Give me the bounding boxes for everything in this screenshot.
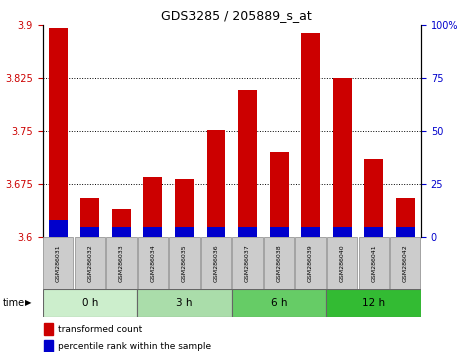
FancyBboxPatch shape bbox=[232, 289, 326, 317]
Bar bbox=[175, 227, 194, 237]
Bar bbox=[175, 179, 194, 237]
Bar bbox=[333, 227, 351, 237]
FancyBboxPatch shape bbox=[138, 237, 168, 289]
Bar bbox=[49, 28, 68, 237]
Text: ▶: ▶ bbox=[25, 298, 31, 307]
Text: GSM286031: GSM286031 bbox=[56, 244, 61, 282]
Text: GSM286037: GSM286037 bbox=[245, 244, 250, 282]
Bar bbox=[207, 130, 226, 237]
FancyBboxPatch shape bbox=[264, 237, 294, 289]
Text: transformed count: transformed count bbox=[59, 325, 143, 334]
FancyBboxPatch shape bbox=[169, 237, 200, 289]
Bar bbox=[396, 227, 415, 237]
Bar bbox=[143, 227, 162, 237]
Bar bbox=[238, 227, 257, 237]
FancyBboxPatch shape bbox=[43, 237, 73, 289]
Bar bbox=[143, 177, 162, 237]
Text: GSM286033: GSM286033 bbox=[119, 244, 124, 282]
Text: 0 h: 0 h bbox=[82, 298, 98, 308]
Text: GSM286034: GSM286034 bbox=[150, 244, 156, 282]
FancyBboxPatch shape bbox=[296, 237, 326, 289]
FancyBboxPatch shape bbox=[232, 237, 263, 289]
Bar bbox=[396, 198, 415, 237]
Bar bbox=[112, 227, 131, 237]
Bar bbox=[80, 198, 99, 237]
Bar bbox=[49, 220, 68, 237]
Bar bbox=[44, 341, 53, 353]
Bar bbox=[364, 227, 383, 237]
Text: GSM286041: GSM286041 bbox=[371, 244, 376, 282]
Text: GSM286036: GSM286036 bbox=[213, 244, 219, 282]
Text: GSM286039: GSM286039 bbox=[308, 244, 313, 282]
Text: GSM286035: GSM286035 bbox=[182, 244, 187, 282]
Bar bbox=[301, 227, 320, 237]
Bar bbox=[80, 227, 99, 237]
FancyBboxPatch shape bbox=[390, 237, 420, 289]
Bar bbox=[333, 78, 351, 237]
FancyBboxPatch shape bbox=[201, 237, 231, 289]
Bar bbox=[364, 159, 383, 237]
Text: GSM286040: GSM286040 bbox=[340, 244, 345, 282]
Text: 3 h: 3 h bbox=[176, 298, 193, 308]
Text: percentile rank within the sample: percentile rank within the sample bbox=[59, 342, 211, 351]
FancyBboxPatch shape bbox=[326, 289, 421, 317]
Bar bbox=[207, 227, 226, 237]
Bar bbox=[270, 152, 289, 237]
Bar bbox=[238, 90, 257, 237]
Bar bbox=[112, 209, 131, 237]
FancyBboxPatch shape bbox=[327, 237, 357, 289]
Text: GSM286032: GSM286032 bbox=[88, 244, 92, 282]
FancyBboxPatch shape bbox=[106, 237, 137, 289]
Text: time: time bbox=[2, 298, 25, 308]
Text: GDS3285 / 205889_s_at: GDS3285 / 205889_s_at bbox=[161, 9, 312, 22]
Bar bbox=[44, 323, 53, 335]
Bar bbox=[301, 33, 320, 237]
FancyBboxPatch shape bbox=[43, 289, 137, 317]
FancyBboxPatch shape bbox=[359, 237, 389, 289]
Text: 6 h: 6 h bbox=[271, 298, 287, 308]
Text: GSM286042: GSM286042 bbox=[403, 244, 408, 282]
Text: GSM286038: GSM286038 bbox=[277, 244, 281, 282]
FancyBboxPatch shape bbox=[137, 289, 232, 317]
FancyBboxPatch shape bbox=[75, 237, 105, 289]
Bar bbox=[270, 227, 289, 237]
Text: 12 h: 12 h bbox=[362, 298, 385, 308]
